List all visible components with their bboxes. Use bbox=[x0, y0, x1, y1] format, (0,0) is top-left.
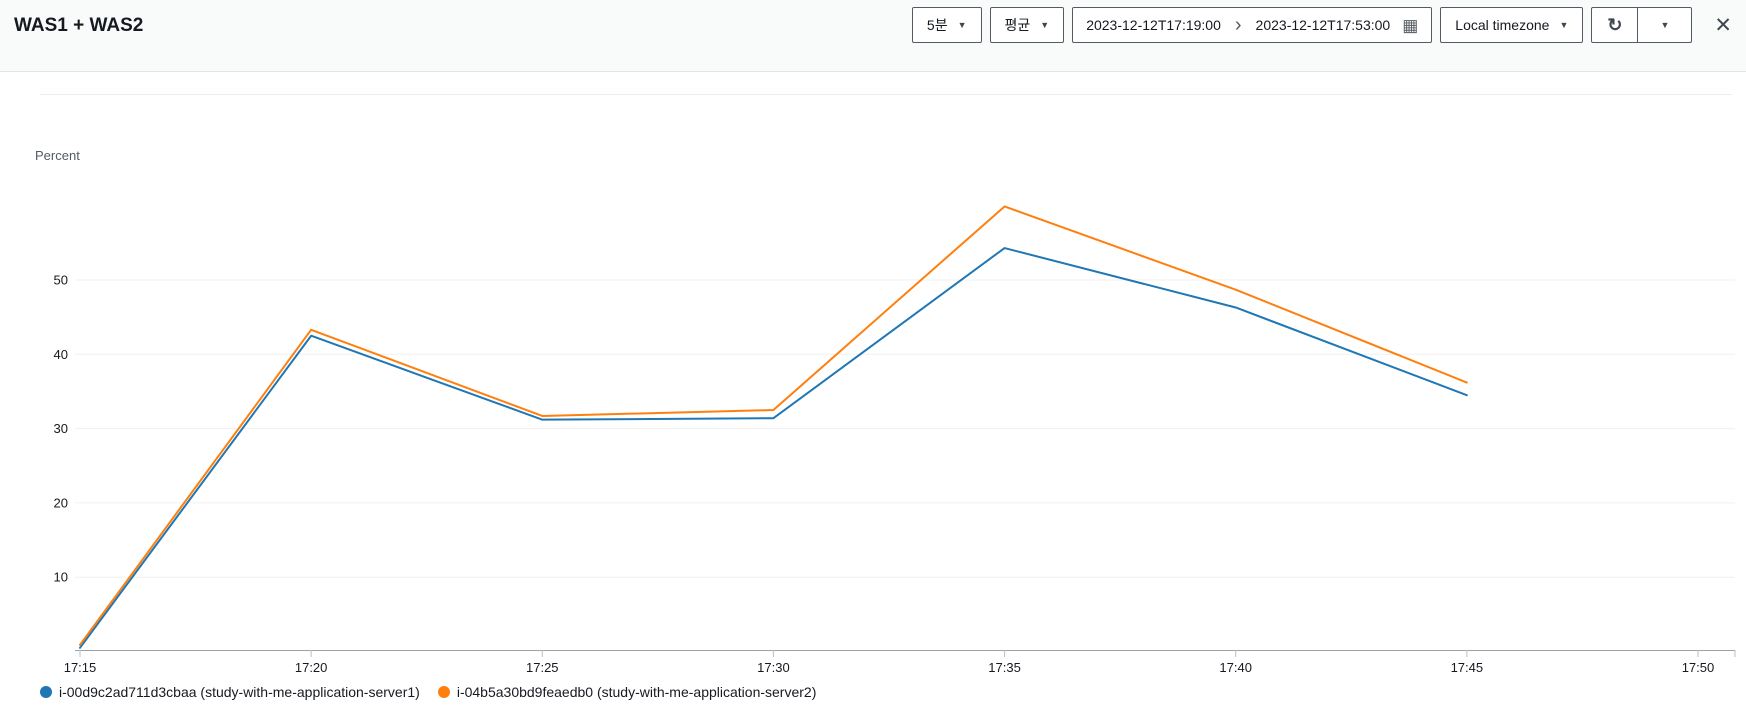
start-date-value: 2023-12-12T17:19:00 bbox=[1086, 17, 1221, 33]
svg-text:40: 40 bbox=[54, 347, 68, 362]
refresh-icon: ↻ bbox=[1607, 14, 1623, 35]
legend-item-server2[interactable]: i-04b5a30bd9feaedb0 (study-with-me-appli… bbox=[437, 684, 817, 700]
chevron-down-icon: ▼ bbox=[1660, 19, 1670, 30]
close-button[interactable]: ✕ bbox=[1710, 13, 1736, 38]
svg-text:17:25: 17:25 bbox=[526, 660, 559, 675]
svg-text:17:15: 17:15 bbox=[64, 660, 97, 675]
date-range-picker[interactable]: 2023-12-12T17:19:00 › 2023-12-12T17:53:0… bbox=[1072, 7, 1433, 43]
legend-item-server1[interactable]: i-00d9c2ad711d3cbaa (study-with-me-appli… bbox=[40, 684, 420, 700]
series-line-0[interactable] bbox=[79, 247, 1468, 649]
refresh-button[interactable]: ↻ bbox=[1591, 7, 1639, 43]
graph-header: WAS1 + WAS2 5분 ▼ 평균 ▼ 2023-12-12T17:19:0… bbox=[0, 0, 1746, 72]
svg-text:17:35: 17:35 bbox=[988, 660, 1021, 675]
divider bbox=[40, 94, 1732, 95]
legend-label: i-04b5a30bd9feaedb0 (study-with-me-appli… bbox=[456, 684, 817, 700]
legend-label: i-00d9c2ad711d3cbaa (study-with-me-appli… bbox=[59, 684, 420, 700]
refresh-options-dropdown[interactable]: ▼ bbox=[1638, 7, 1693, 43]
chevron-right-icon: › bbox=[1234, 14, 1242, 36]
close-icon: ✕ bbox=[1714, 13, 1732, 37]
graph-title: WAS1 + WAS2 bbox=[14, 15, 144, 36]
graph-toolbar: 5분 ▼ 평균 ▼ 2023-12-12T17:19:00 › 2023-12-… bbox=[911, 7, 1736, 43]
svg-text:17:45: 17:45 bbox=[1451, 660, 1484, 675]
statistic-dropdown[interactable]: 평균 ▼ bbox=[989, 7, 1065, 43]
chart-legend: i-00d9c2ad711d3cbaa (study-with-me-appli… bbox=[40, 684, 816, 700]
svg-text:17:50: 17:50 bbox=[1682, 660, 1715, 675]
period-dropdown[interactable]: 5분 ▼ bbox=[911, 7, 982, 43]
statistic-dropdown-label: 평균 bbox=[1004, 17, 1031, 33]
calendar-icon: ▦ bbox=[1402, 15, 1419, 35]
svg-text:50: 50 bbox=[54, 273, 68, 288]
timezone-dropdown[interactable]: Local timezone ▼ bbox=[1440, 7, 1584, 43]
svg-text:17:40: 17:40 bbox=[1219, 660, 1252, 675]
timezone-dropdown-label: Local timezone bbox=[1455, 17, 1550, 33]
legend-color-dot bbox=[40, 686, 52, 698]
svg-text:17:20: 17:20 bbox=[295, 660, 328, 675]
chevron-down-icon: ▼ bbox=[1559, 19, 1569, 30]
period-dropdown-label: 5분 bbox=[926, 17, 948, 33]
refresh-split-button: ↻ ▼ bbox=[1591, 7, 1693, 43]
end-date-value: 2023-12-12T17:53:00 bbox=[1255, 17, 1391, 33]
svg-text:17:30: 17:30 bbox=[757, 660, 790, 675]
y-axis-label: Percent bbox=[35, 148, 80, 163]
series-line-1[interactable] bbox=[79, 205, 1468, 646]
svg-text:10: 10 bbox=[54, 570, 68, 585]
legend-color-dot bbox=[437, 686, 450, 698]
svg-text:20: 20 bbox=[54, 495, 68, 510]
chevron-down-icon: ▼ bbox=[957, 19, 967, 30]
chevron-down-icon: ▼ bbox=[1040, 19, 1050, 30]
svg-text:30: 30 bbox=[54, 421, 68, 436]
